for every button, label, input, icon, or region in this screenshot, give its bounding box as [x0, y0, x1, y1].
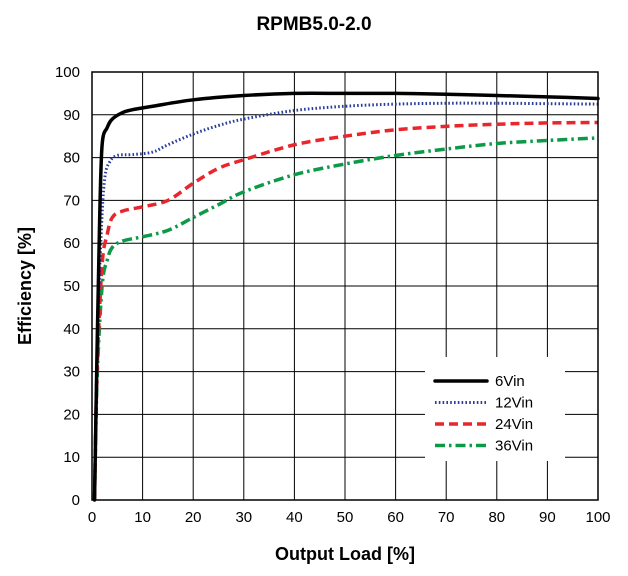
tick-labels: 0 10 20 30 40 50 60 70 80 90 100 0 10 20 30 40 50 60 70 80 9…	[55, 64, 611, 526]
series-line-36vin	[92, 136, 599, 501]
y-tick-label: 100	[55, 64, 80, 81]
x-tick-label: 40	[286, 509, 303, 526]
legend-label-36vin: 36Vin	[495, 438, 533, 455]
x-tick-label: 20	[185, 509, 202, 526]
x-tick-label: 80	[488, 509, 505, 526]
y-tick-label: 80	[63, 150, 80, 167]
y-tick-label: 0	[72, 492, 80, 509]
y-tick-label: 30	[63, 364, 80, 381]
series-line-12vin	[93, 101, 599, 501]
series-line-24vin	[92, 120, 599, 501]
y-tick-label: 10	[63, 449, 80, 466]
y-tick-label: 40	[63, 321, 80, 338]
legend-label-12vin: 12Vin	[495, 395, 533, 412]
x-tick-label: 60	[387, 509, 404, 526]
x-tick-label: 10	[134, 509, 151, 526]
x-tick-label: 100	[585, 509, 610, 526]
x-tick-label: 90	[539, 509, 556, 526]
series-lines	[92, 91, 600, 502]
y-tick-label: 70	[63, 192, 80, 209]
legend-label-6vin: 6Vin	[495, 373, 525, 390]
x-tick-label: 50	[337, 509, 354, 526]
y-tick-label: 50	[63, 278, 80, 295]
plot-area-frame	[91, 71, 599, 501]
y-axis-title: Efficiency [%]	[15, 227, 35, 345]
y-tick-label: 90	[63, 107, 80, 124]
legend-label-24vin: 24Vin	[495, 416, 533, 433]
legend-box	[425, 357, 565, 461]
series-line-6vin	[92, 91, 600, 502]
y-tick-label: 60	[63, 235, 80, 252]
legend: 6Vin 12Vin 24Vin 36Vin	[425, 357, 565, 461]
chart-title: RPMB5.0-2.0	[256, 14, 372, 35]
x-tick-label: 0	[88, 509, 96, 526]
y-tick-label: 20	[63, 406, 80, 423]
x-tick-label: 30	[235, 509, 252, 526]
x-axis-title: Output Load [%]	[275, 544, 415, 564]
x-tick-label: 70	[438, 509, 455, 526]
